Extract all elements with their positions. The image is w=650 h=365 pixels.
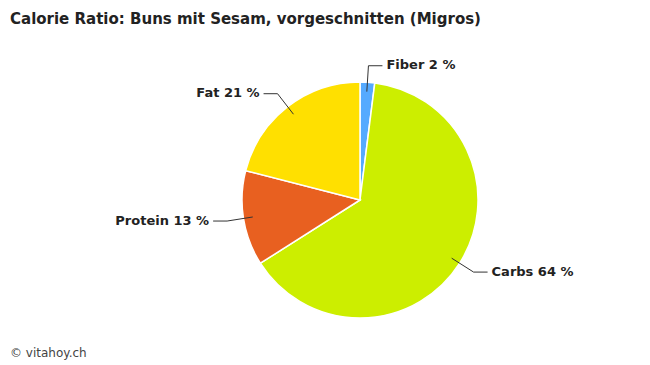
leader-line: [264, 94, 294, 115]
slice-label: Protein 13 %: [115, 213, 209, 228]
pie: [242, 82, 478, 318]
slice-label: Carbs 64 %: [492, 264, 574, 279]
slice-label: Fiber 2 %: [386, 57, 455, 72]
watermark: © vitahoy.ch: [10, 346, 87, 360]
title: Calorie Ratio: Buns mit Sesam, vorgeschn…: [10, 10, 481, 28]
leader-line: [213, 217, 253, 221]
slice-label: Fat 21 %: [196, 85, 259, 100]
chart: Calorie Ratio: Buns mit Sesam, vorgeschn…: [0, 0, 650, 365]
leader-line: [367, 66, 383, 92]
leader-line: [452, 258, 488, 272]
pie-slice: [246, 82, 360, 200]
background: [0, 0, 650, 365]
chart-container: Calorie Ratio: Buns mit Sesam, vorgeschn…: [0, 0, 650, 365]
slice-labels: Fiber 2 % Carbs 64 % Protein 13 % Fat 21 %: [115, 57, 573, 278]
